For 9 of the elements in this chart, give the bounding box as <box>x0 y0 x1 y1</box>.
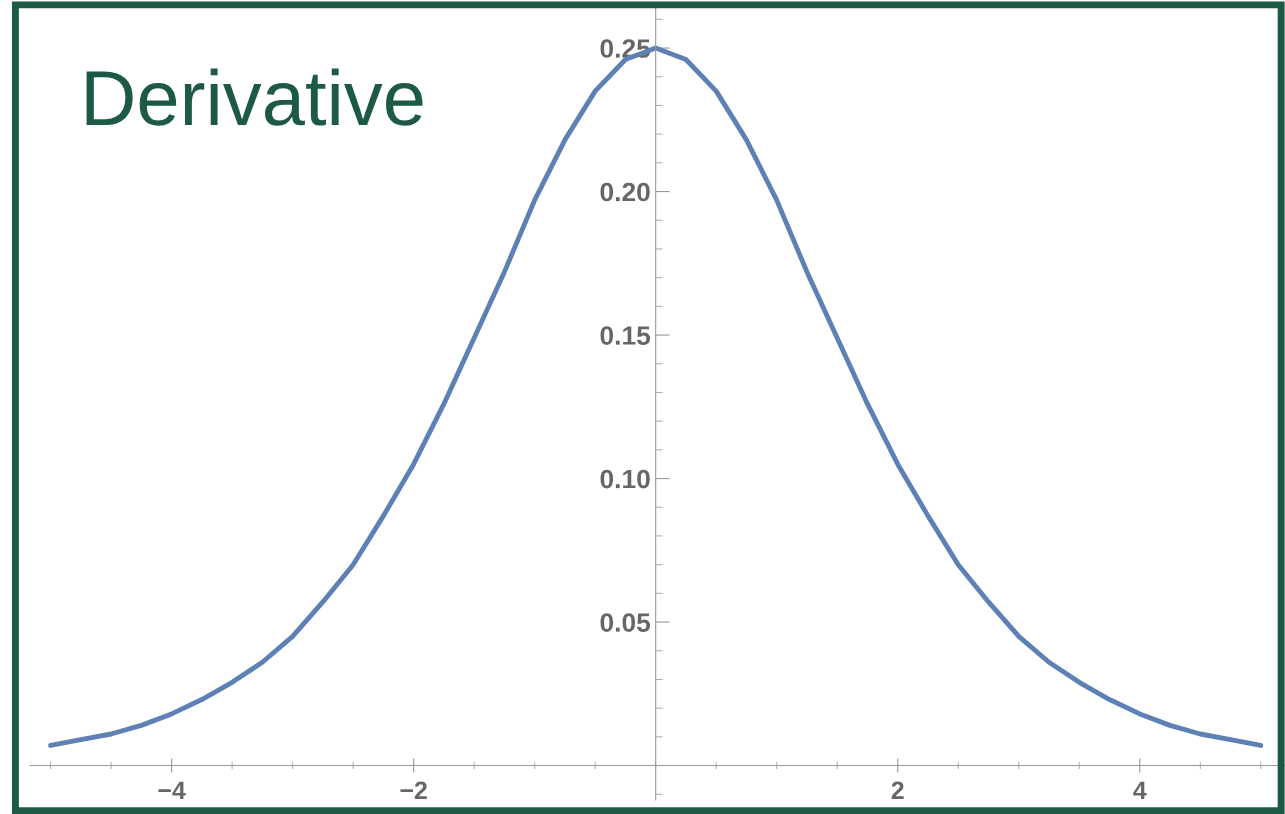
text: Derivative <box>86 68 423 126</box>
x-tick-label: −4 <box>158 781 186 799</box>
x-tick-label: −2 <box>400 781 427 799</box>
y-tick-label: 0.15 <box>600 326 651 345</box>
x-tick-label: 4 <box>1133 781 1147 799</box>
y-tick-label: 0.10 <box>600 469 650 489</box>
y-tick-label: 0.05 <box>600 613 651 632</box>
x-tick-label: 2 <box>891 781 904 799</box>
y-tick-label: 0.20 <box>600 182 650 202</box>
